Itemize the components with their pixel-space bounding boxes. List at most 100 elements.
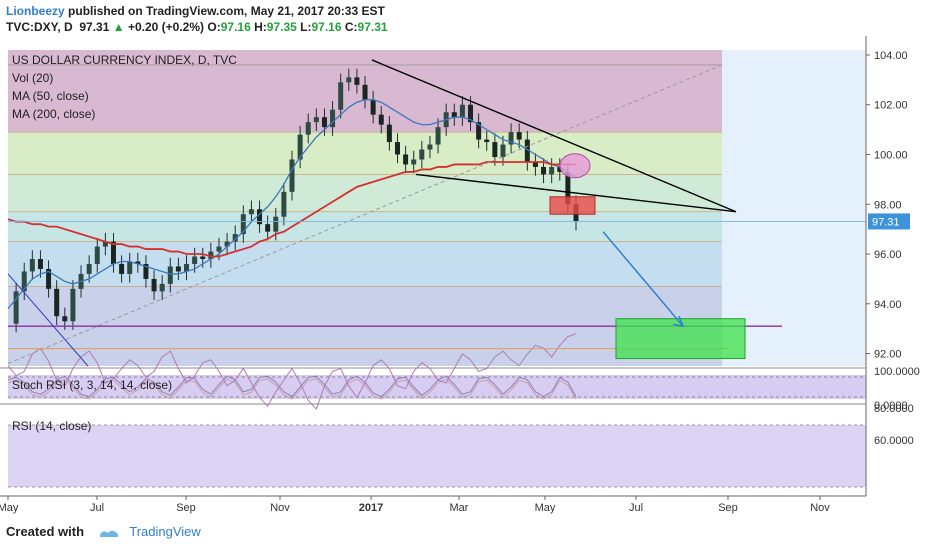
candle-body [119,263,125,274]
candle-body [159,283,165,292]
tradingview-logo-icon [99,530,118,537]
candle-body [435,127,441,145]
candle-body [565,171,571,205]
price-tick-label: 92.00 [874,349,902,361]
stoch-axis-label: 100.0000 [874,366,920,378]
candle-body [208,251,214,260]
candle-body [232,234,238,242]
candle-body [29,259,35,272]
candle-body [127,261,133,274]
candle-body [346,77,352,83]
candle-body [13,291,19,324]
candle-body [386,124,392,143]
candle-body [167,266,173,284]
lower-trendline [415,173,737,213]
time-tick-label: 2017 [359,502,383,514]
candle-body [362,84,368,100]
time-tick-label: May [0,502,19,514]
candle-body [370,99,376,115]
rsi-axis-label: 40.0000 [874,36,914,39]
candle-body [468,104,474,123]
rsi-axis-label: 80.0000 [874,403,914,415]
candle-body [192,256,198,264]
candle-body [102,241,108,247]
time-tick-label: May [535,502,556,514]
tradingview-brand[interactable]: TradingView [129,524,201,539]
rsi-axis-label: 60.0000 [874,435,914,447]
candle-body [143,263,149,279]
candle-body [516,132,522,140]
publish-line: Lionbeezy published on TradingView.com, … [6,4,385,18]
candle-body [492,142,498,157]
candle-body [354,77,360,85]
candle-body [265,224,271,232]
candle-body [427,144,433,150]
legend-item: US DOLLAR CURRENCY INDEX, D, TVC [12,53,237,67]
time-tick-label: Mar [450,502,469,514]
fib-band [8,132,722,175]
candle-body [500,144,506,157]
candle-body [330,109,336,128]
chart-svg[interactable]: 104.00 102.00 100.00 98.00 96.00 94.00 92.00 Ma… [0,36,932,522]
candle-body [184,263,190,272]
candle-body [257,209,263,225]
price-tick-label: 100.00 [874,150,908,162]
high-value: 97.35 [266,20,297,34]
last-price-tag [868,213,910,230]
candle-body [321,117,327,128]
candle-body [70,288,76,322]
upper-trendline [371,59,737,213]
price-tick-label: 104.00 [874,50,908,62]
stoch-signal-line [7,378,577,400]
time-tick-label: Nov [810,502,830,514]
low-value: 97.16 [311,20,342,34]
published-text: published on TradingView.com, May 21, 20… [68,4,385,18]
candle-body [175,266,181,272]
last-price: 97.31 [79,20,110,34]
symbol-label: TVC:DXY, D [6,20,73,34]
candle-body [419,149,425,160]
candle-body [46,268,52,289]
candle-body [557,166,563,172]
created-with-label: Created with [6,524,85,539]
footer: Created with TradingView [6,524,201,539]
stoch-pane-label: Stoch RSI (3, 3, 14, 14, close) [12,378,172,392]
last-price-tag-label: 97.31 [872,216,900,228]
candle-body [484,139,490,143]
candle-body [549,166,555,175]
candle-body [21,271,27,292]
price-tick-label: 96.00 [874,249,902,261]
fib-band [8,174,722,212]
arrowhead-icon [672,315,685,328]
candle-body [411,159,417,165]
highlight-circle [559,153,591,179]
time-tick-label: Jul [90,502,104,514]
time-tick-label: Sep [176,502,196,514]
forecast-arrow [602,231,684,327]
candle-body [532,161,538,167]
candle-body [403,154,409,165]
candle-body [216,246,222,252]
candle-body [240,214,246,235]
close-label: C: [344,20,358,34]
candle-body [338,82,344,110]
candle-body [200,256,206,260]
candle-body [62,316,68,322]
candle-body [459,104,465,118]
low-label: L: [300,20,312,34]
target-zone-box [615,318,746,360]
candle-body [94,246,100,264]
author-link[interactable]: Lionbeezy [6,4,65,18]
candle-body [224,241,230,247]
resistance-zone-box [549,196,596,215]
candle-body [313,117,319,123]
candle-body [524,139,530,162]
open-value: 97.16 [220,20,251,34]
downtrend-line [7,273,89,367]
price-tick-label: 102.00 [874,100,908,112]
candle-body [541,166,547,175]
dashed-trend-line [7,64,723,364]
candle-body [508,132,514,145]
candle-body [289,159,295,192]
rsi-band [8,425,866,487]
